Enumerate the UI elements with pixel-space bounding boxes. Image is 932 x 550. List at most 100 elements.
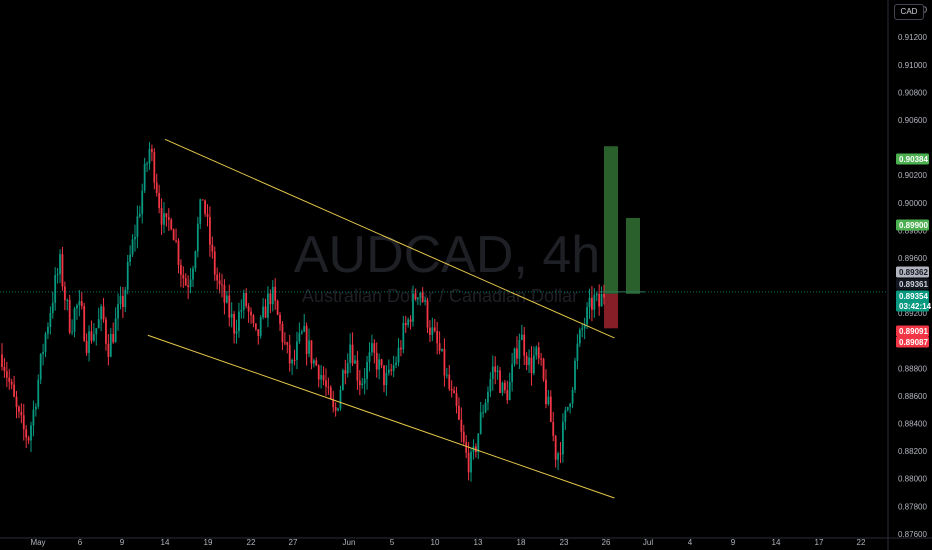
candle-body (598, 293, 601, 307)
candle-body (51, 302, 54, 313)
candle-body (134, 236, 136, 240)
candle-body (131, 239, 134, 255)
candle-body (221, 284, 223, 286)
x-tick-label: 22 (247, 538, 256, 547)
x-tick-label: 22 (857, 538, 866, 547)
candle-body (506, 390, 509, 401)
candle-body (436, 330, 439, 344)
candle-body (426, 300, 429, 328)
candle-body (1, 354, 3, 367)
candle-body (136, 216, 139, 237)
candle-body (262, 306, 265, 318)
candle-body (583, 324, 586, 329)
candle-body (588, 297, 591, 308)
price-badge: 03:42:14 (896, 300, 932, 312)
price-badge-bg (896, 325, 929, 337)
candle-body (230, 314, 233, 318)
price-badge-text: 0.89362 (899, 268, 928, 277)
candle-body (206, 213, 209, 217)
x-tick-label: 14 (772, 538, 781, 547)
candle-body (27, 437, 30, 441)
price-badge-bg (896, 300, 929, 312)
candle-body (450, 388, 453, 391)
candle-body (83, 306, 86, 341)
candle-body (218, 280, 221, 285)
candle-body (228, 295, 231, 318)
candle-body (503, 382, 506, 391)
candle-body (163, 213, 165, 225)
price-badge-bg (896, 336, 929, 348)
x-tick-label: May (30, 538, 45, 547)
candle-body (117, 304, 119, 319)
candle-body (559, 453, 562, 455)
candle-body (192, 268, 194, 280)
candle-body (549, 396, 552, 423)
watermark-symbol: AUDCAD, 4h (294, 226, 600, 284)
candle-body (482, 412, 485, 414)
candle-body (298, 333, 301, 342)
candle-body (66, 299, 69, 301)
candle-body (395, 362, 397, 366)
candle-body (586, 307, 588, 325)
candle-body (518, 340, 521, 359)
trend-channel[interactable] (0, 138, 888, 499)
candle-body (42, 352, 45, 354)
candle-body (552, 422, 555, 436)
candle-body (153, 151, 156, 183)
candle-body (511, 364, 514, 382)
candle-body (407, 319, 410, 326)
candle-body (361, 383, 364, 386)
y-tick-label: 0.89600 (898, 254, 927, 263)
candle-body (448, 374, 451, 389)
candle-body (523, 334, 526, 356)
candle-body (92, 334, 95, 341)
candle-body (201, 199, 204, 201)
price-badge: 0.89900 (896, 219, 929, 231)
y-tick-label: 0.88800 (898, 364, 927, 373)
price-badge-text: 0.89354 (899, 292, 928, 301)
candle-body (305, 325, 308, 354)
candle-body (508, 381, 511, 401)
x-tick-label: 23 (560, 538, 569, 547)
x-tick-label: 9 (731, 538, 736, 547)
currency-button[interactable]: CAD (894, 4, 924, 20)
candle-body (414, 293, 417, 300)
candle-body (37, 379, 40, 407)
candle-body (18, 406, 20, 412)
candle-body (363, 378, 366, 384)
candle-body (22, 415, 25, 430)
candle-body (547, 396, 550, 405)
candle-body (80, 301, 83, 307)
candle-body (501, 382, 504, 393)
price-badge: 0.89362 (896, 266, 929, 278)
candle-body (441, 348, 443, 351)
candle-body (271, 286, 274, 305)
candle-body (409, 319, 412, 322)
candle-body (204, 200, 206, 214)
y-tick-label: 0.87800 (898, 502, 927, 511)
candle-body (78, 301, 81, 306)
candle-body (400, 347, 402, 350)
candle-body (165, 213, 168, 218)
candle-body (177, 240, 180, 265)
candle-body (288, 344, 291, 364)
candle-body (175, 240, 177, 242)
price-badge-bg (896, 290, 929, 302)
candle-body (150, 149, 153, 152)
candle-body (247, 305, 250, 312)
candle-body (61, 254, 64, 287)
candle-body (5, 371, 8, 378)
candle-body (354, 360, 356, 364)
candle-body (317, 365, 320, 380)
candle-body (105, 319, 107, 344)
x-tick-label: 6 (78, 538, 83, 547)
candle-body (540, 358, 543, 360)
candle-body (269, 293, 272, 305)
candle-body (300, 331, 303, 334)
candle-body (593, 295, 596, 310)
candle-body (148, 149, 151, 164)
candle-body (532, 355, 535, 374)
candle-body (387, 369, 390, 373)
candle-body (334, 407, 337, 411)
